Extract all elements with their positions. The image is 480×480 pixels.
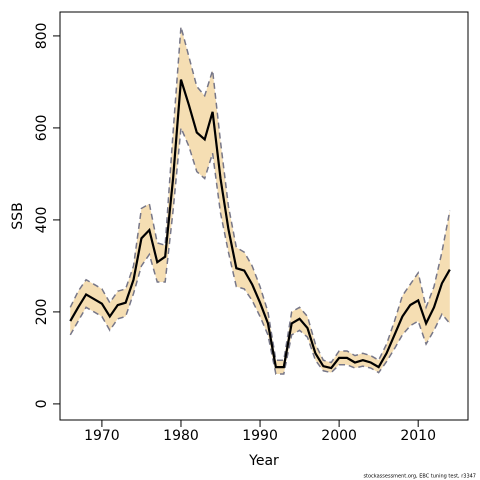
x-axis-label: Year <box>248 453 279 469</box>
confidence-band <box>70 26 450 374</box>
footnote: stockassessment.org, EBC tuning test, r3… <box>363 474 476 480</box>
bound-line <box>69 127 451 375</box>
y-axis-label: SSB <box>10 202 26 229</box>
ssb-line <box>69 79 451 370</box>
x-tick-label: 2000 <box>321 428 357 444</box>
x-tick-label: 1970 <box>84 428 120 444</box>
plot-box <box>59 11 469 421</box>
y-tick-label: 400 <box>34 207 50 234</box>
x-tick-label: 1980 <box>163 428 199 444</box>
y-tick-label: 0 <box>34 399 50 408</box>
x-tick-label: 2010 <box>400 428 436 444</box>
y-tick-label: 200 <box>34 299 50 326</box>
x-tick-label: 1990 <box>242 428 278 444</box>
bound-line <box>69 26 451 364</box>
y-tick-label: 600 <box>34 115 50 142</box>
y-tick-label: 800 <box>34 23 50 50</box>
